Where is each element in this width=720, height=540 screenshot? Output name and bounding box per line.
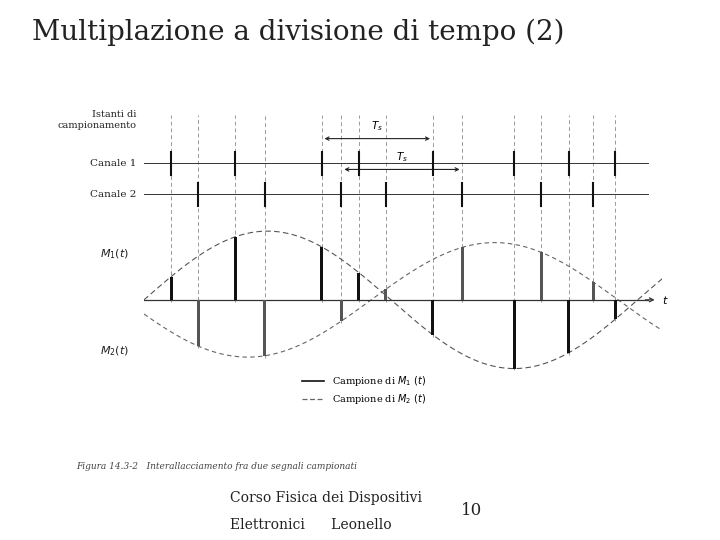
Bar	[567, 300, 570, 353]
Bar	[340, 300, 343, 321]
Text: Campione di $M_2$ $(t)$: Campione di $M_2$ $(t)$	[332, 392, 426, 406]
Text: Canale 2: Canale 2	[90, 190, 137, 199]
Text: Canale 1: Canale 1	[90, 159, 137, 168]
Text: $M_1(t)$: $M_1(t)$	[100, 247, 129, 261]
Bar	[384, 289, 387, 300]
Text: $T_s$: $T_s$	[396, 150, 408, 164]
Bar	[540, 252, 543, 300]
Bar	[592, 282, 595, 300]
Text: $t$: $t$	[662, 294, 669, 306]
Bar	[264, 300, 266, 356]
Bar	[197, 300, 199, 346]
Text: $M_2(t)$: $M_2(t)$	[100, 344, 129, 357]
Bar	[461, 247, 464, 300]
Bar	[234, 237, 237, 300]
Text: Corso Fisica dei Dispositivi: Corso Fisica dei Dispositivi	[230, 491, 423, 505]
Text: Multiplazione a divisione di tempo (2): Multiplazione a divisione di tempo (2)	[32, 19, 565, 46]
Bar	[431, 300, 434, 335]
Text: Campione di $M_1$ $(t)$: Campione di $M_1$ $(t)$	[332, 374, 426, 388]
Bar	[170, 276, 173, 300]
Bar	[513, 300, 516, 369]
Text: 10: 10	[461, 503, 482, 519]
Bar	[357, 273, 360, 300]
Text: Istanti di
campionamento: Istanti di campionamento	[58, 110, 137, 130]
Bar	[320, 247, 323, 300]
Text: Figura 14.3-2   Interallacciamento fra due segnali campionati: Figura 14.3-2 Interallacciamento fra due…	[76, 462, 356, 470]
Bar	[614, 300, 617, 319]
Text: Elettronici      Leonello: Elettronici Leonello	[230, 518, 392, 532]
Text: $T_s$: $T_s$	[372, 119, 383, 133]
